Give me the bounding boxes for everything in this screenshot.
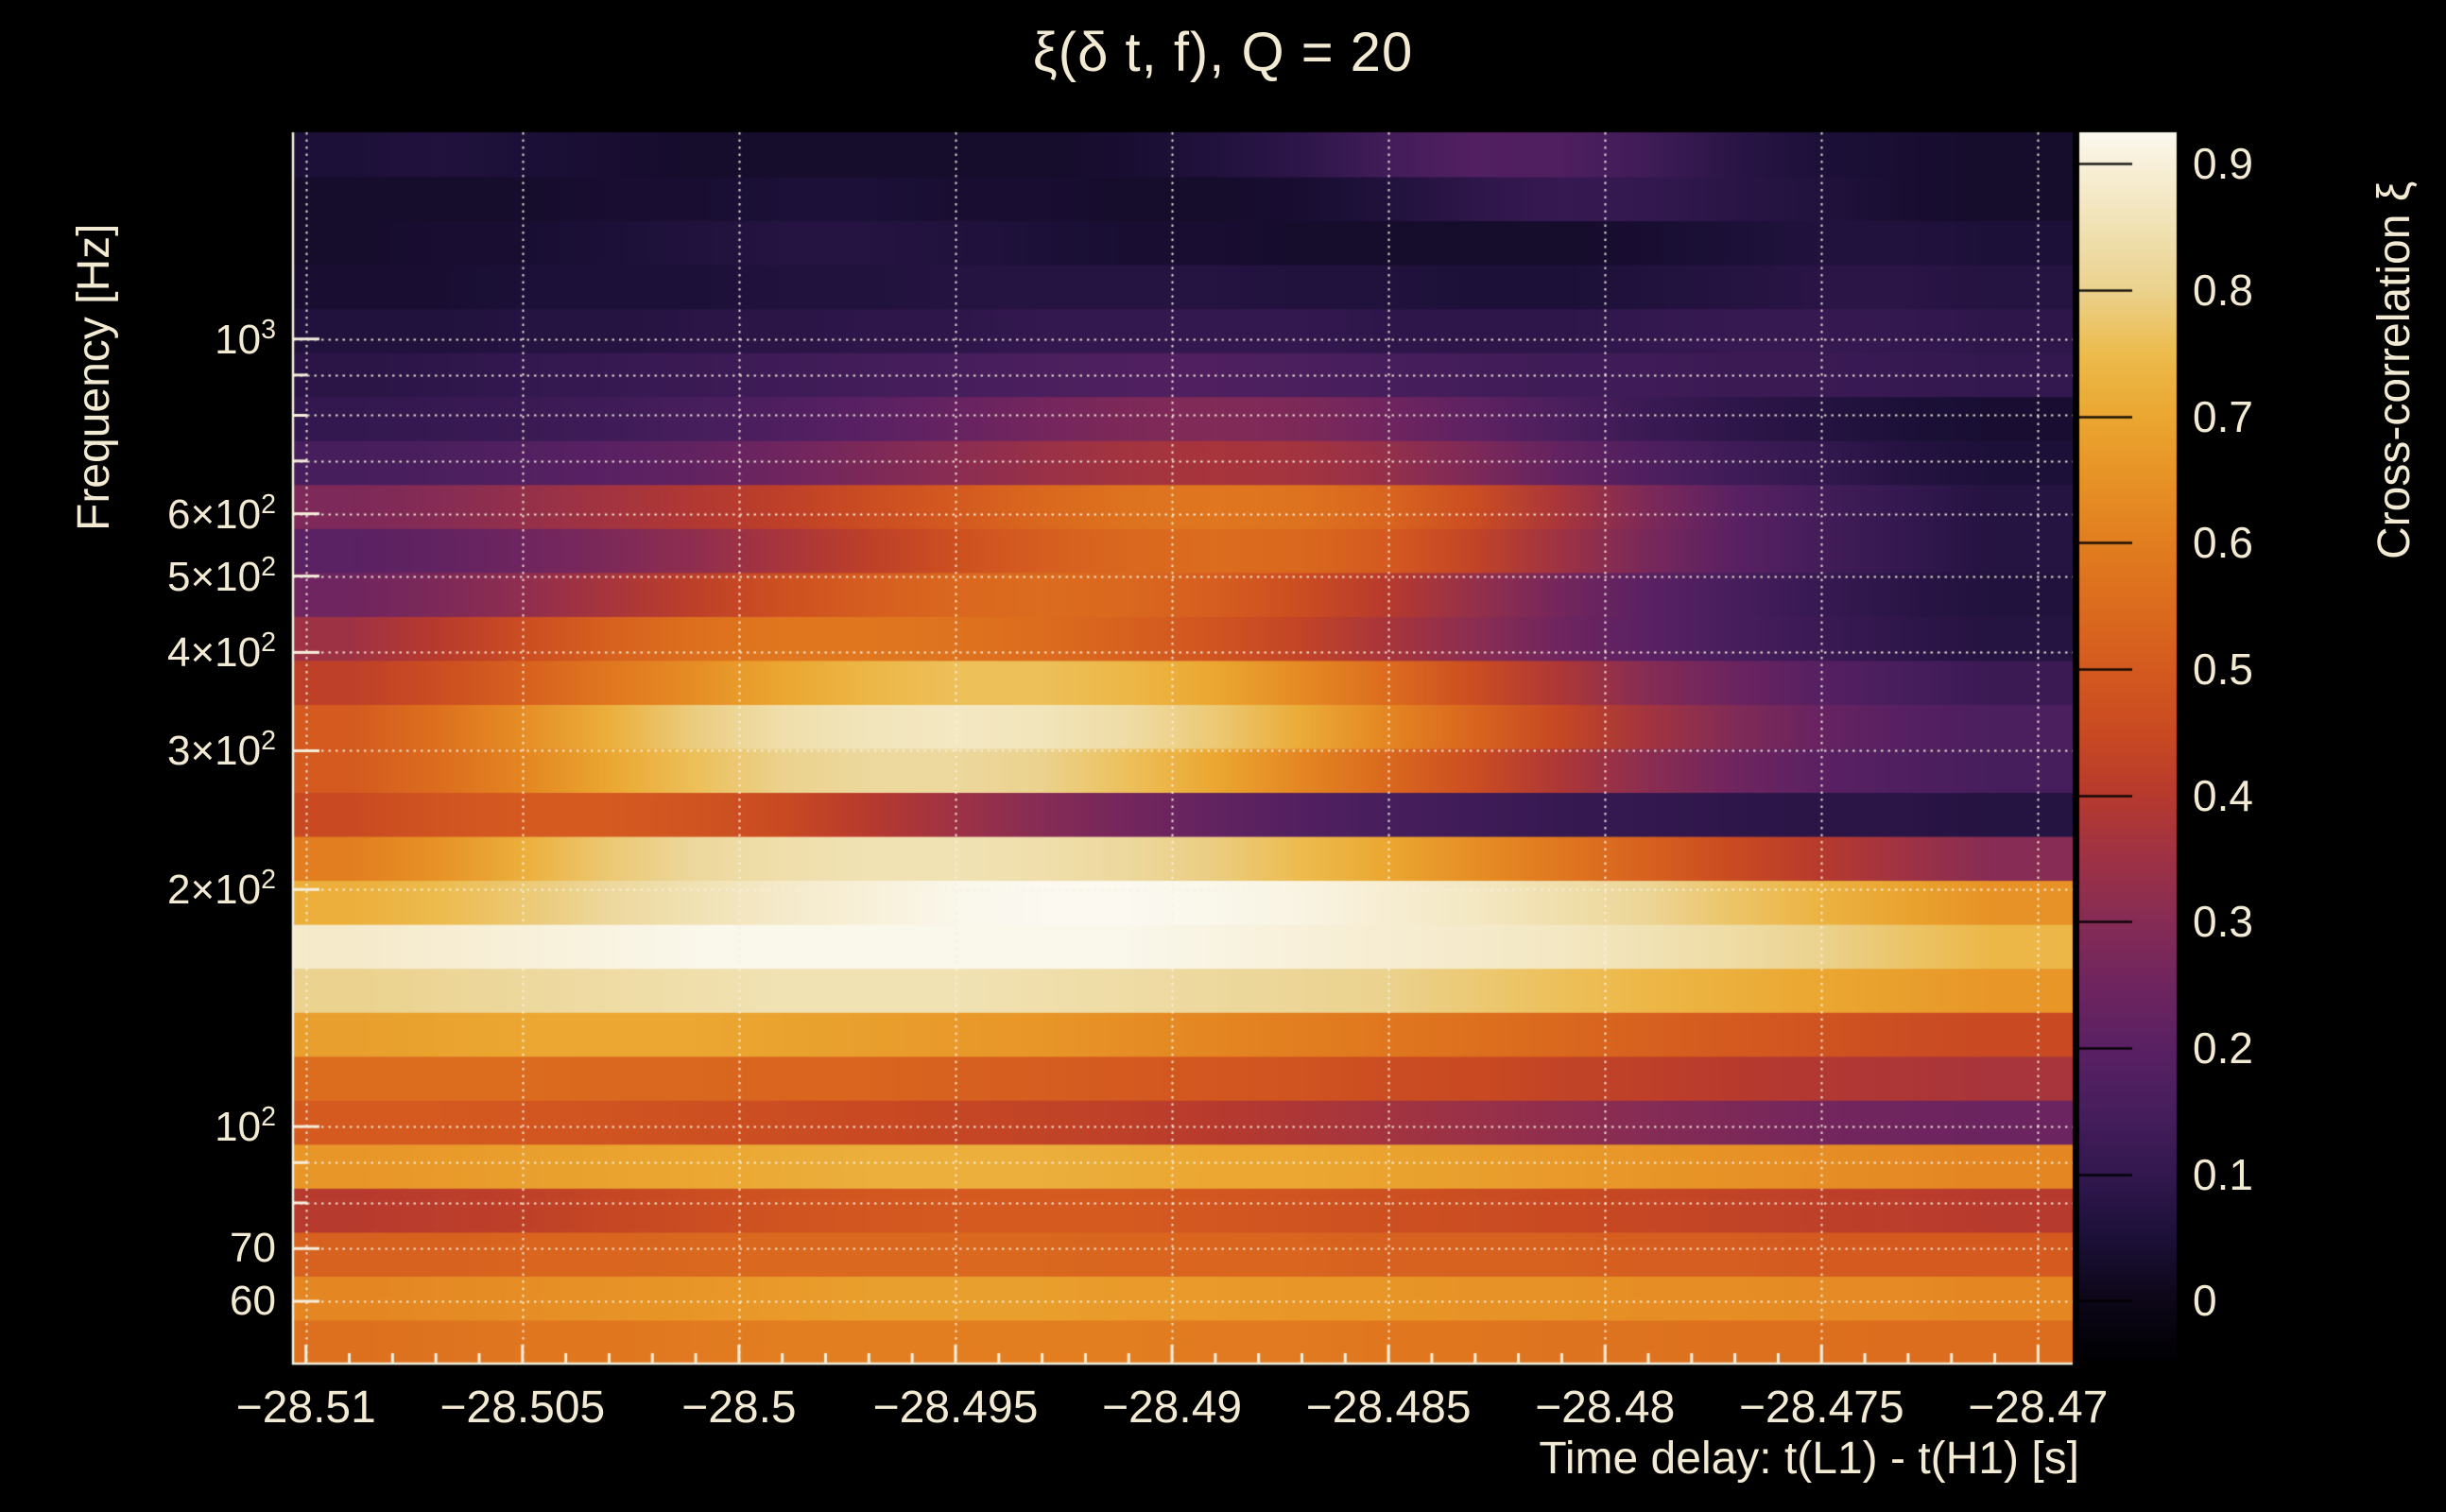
colorbar-title: Cross-correlation ξ xyxy=(2369,180,2420,559)
y-tick-label: 70 xyxy=(230,1225,276,1272)
y-tick-label: 4×102 xyxy=(166,627,276,677)
y-tick-label: 60 xyxy=(230,1278,276,1324)
y-tick-label: 102 xyxy=(215,1102,276,1150)
y-tick-exponent: 2 xyxy=(261,627,276,659)
colorbar-tick-label: 0.9 xyxy=(2193,139,2253,189)
colorbar-tick-label: 0.1 xyxy=(2193,1149,2253,1199)
x-axis-title: Time delay: t(L1) - t(H1) [s] xyxy=(1539,1434,2079,1484)
x-tick-label: −28.495 xyxy=(872,1383,1039,1433)
colorbar-tick-label: 0.3 xyxy=(2193,897,2253,947)
x-tick-label: −28.51 xyxy=(235,1383,376,1433)
x-tick-label: −28.505 xyxy=(439,1383,606,1433)
y-axis-title: Frequency [Hz] xyxy=(69,223,119,531)
y-tick-exponent: 2 xyxy=(261,489,276,520)
colorbar-tick-label: 0 xyxy=(2193,1276,2217,1326)
colorbar-tick-label: 0.6 xyxy=(2193,518,2253,568)
x-tick-label: −28.48 xyxy=(1535,1383,1676,1433)
colorbar-tick-label: 0.8 xyxy=(2193,266,2253,316)
y-tick-exponent: 2 xyxy=(261,865,276,896)
x-tick-label: −28.49 xyxy=(1101,1383,1243,1433)
y-tick-label: 3×102 xyxy=(166,726,276,775)
colorbar-tick-label: 0.2 xyxy=(2193,1022,2253,1073)
colorbar-tick-label: 0.5 xyxy=(2193,644,2253,694)
y-tick-label: 2×102 xyxy=(166,865,276,914)
y-tick-label: 103 xyxy=(215,314,276,363)
y-tick-label: 6×102 xyxy=(166,489,276,538)
y-tick-exponent: 2 xyxy=(261,726,276,757)
colorbar-tick-label: 0.4 xyxy=(2193,770,2253,820)
y-tick-exponent: 2 xyxy=(261,551,276,582)
colorbar-tick-label: 0.7 xyxy=(2193,391,2253,441)
y-tick-exponent: 3 xyxy=(261,314,276,345)
x-tick-label: −28.485 xyxy=(1305,1383,1472,1433)
x-tick-label: −28.5 xyxy=(681,1383,797,1433)
plot-title: ξ(δ t, f), Q = 20 xyxy=(1032,22,1414,83)
y-tick-exponent: 2 xyxy=(261,1102,276,1133)
x-tick-label: −28.47 xyxy=(1968,1383,2109,1433)
y-tick-label: 5×102 xyxy=(166,551,276,600)
x-tick-label: −28.475 xyxy=(1738,1383,1904,1433)
